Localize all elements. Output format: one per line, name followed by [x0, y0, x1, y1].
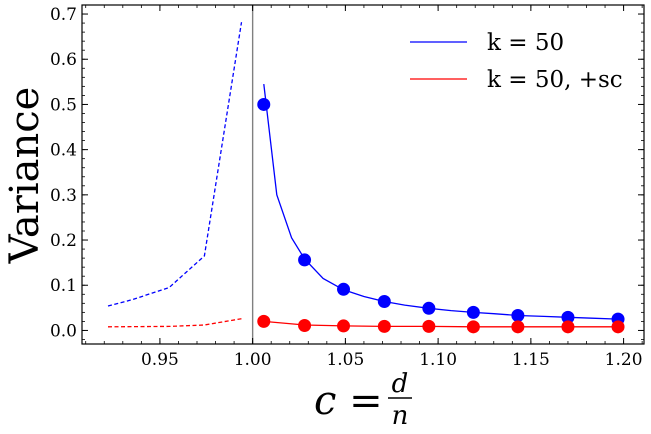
x-axis-label-numerator: d	[392, 369, 409, 399]
x-tick-label: 1.00	[234, 350, 272, 370]
x-axis-label: c = d n	[314, 369, 412, 431]
series-2-point	[466, 320, 480, 334]
y-tick-label: 0.5	[50, 95, 77, 115]
x-tick-label: 1.20	[605, 350, 643, 370]
y-tick-label: 0.1	[50, 276, 77, 296]
legend-label-series-2: k = 50, +sc	[487, 67, 623, 93]
series-1-point	[561, 310, 575, 324]
y-tick-label: 0.4	[50, 141, 77, 161]
series-2-dashed-line	[107, 318, 242, 328]
series-1-point	[422, 301, 436, 315]
x-axis-label-denominator: n	[392, 401, 409, 431]
plot-area	[107, 5, 625, 344]
plot-frame	[81, 4, 645, 345]
x-tick-label: 1.10	[419, 350, 457, 370]
series-1-point	[511, 309, 525, 323]
series-2-point	[561, 320, 575, 334]
series-2-point	[422, 319, 436, 333]
series-1-point	[337, 282, 351, 296]
series-1-point	[377, 295, 391, 309]
series-2-point	[511, 320, 525, 334]
y-tick-label: 0.0	[50, 321, 77, 341]
series-2-point	[257, 314, 271, 328]
series-2-point	[337, 319, 351, 333]
y-tick-label: 0.6	[50, 50, 77, 70]
y-axis-label: Variance	[2, 87, 48, 265]
x-tick-label: 1.05	[326, 350, 364, 370]
series-1-point	[257, 97, 271, 111]
series-1-point	[298, 253, 312, 267]
x-axis-label-main: c =	[314, 378, 383, 424]
series-1-point	[466, 305, 480, 319]
series-2-point	[298, 318, 312, 332]
series-2-point	[377, 319, 391, 333]
x-tick-label: 0.95	[141, 350, 179, 370]
axis-ticks: 0.95 1.00 1.05 1.10 1.15 1.20 0.0 0.1 0.2 0.3 0.4 0…	[50, 4, 644, 370]
y-tick-label: 0.2	[50, 231, 77, 251]
y-tick-label: 0.7	[50, 5, 77, 25]
x-tick-label: 1.15	[512, 350, 550, 370]
legend-label-series-1: k = 50	[487, 30, 564, 56]
series-2-point	[611, 320, 625, 334]
series-1-dashed-line	[107, 22, 243, 307]
legend: k = 50 k = 50, +sc	[410, 30, 623, 93]
y-tick-label: 0.3	[50, 186, 77, 206]
